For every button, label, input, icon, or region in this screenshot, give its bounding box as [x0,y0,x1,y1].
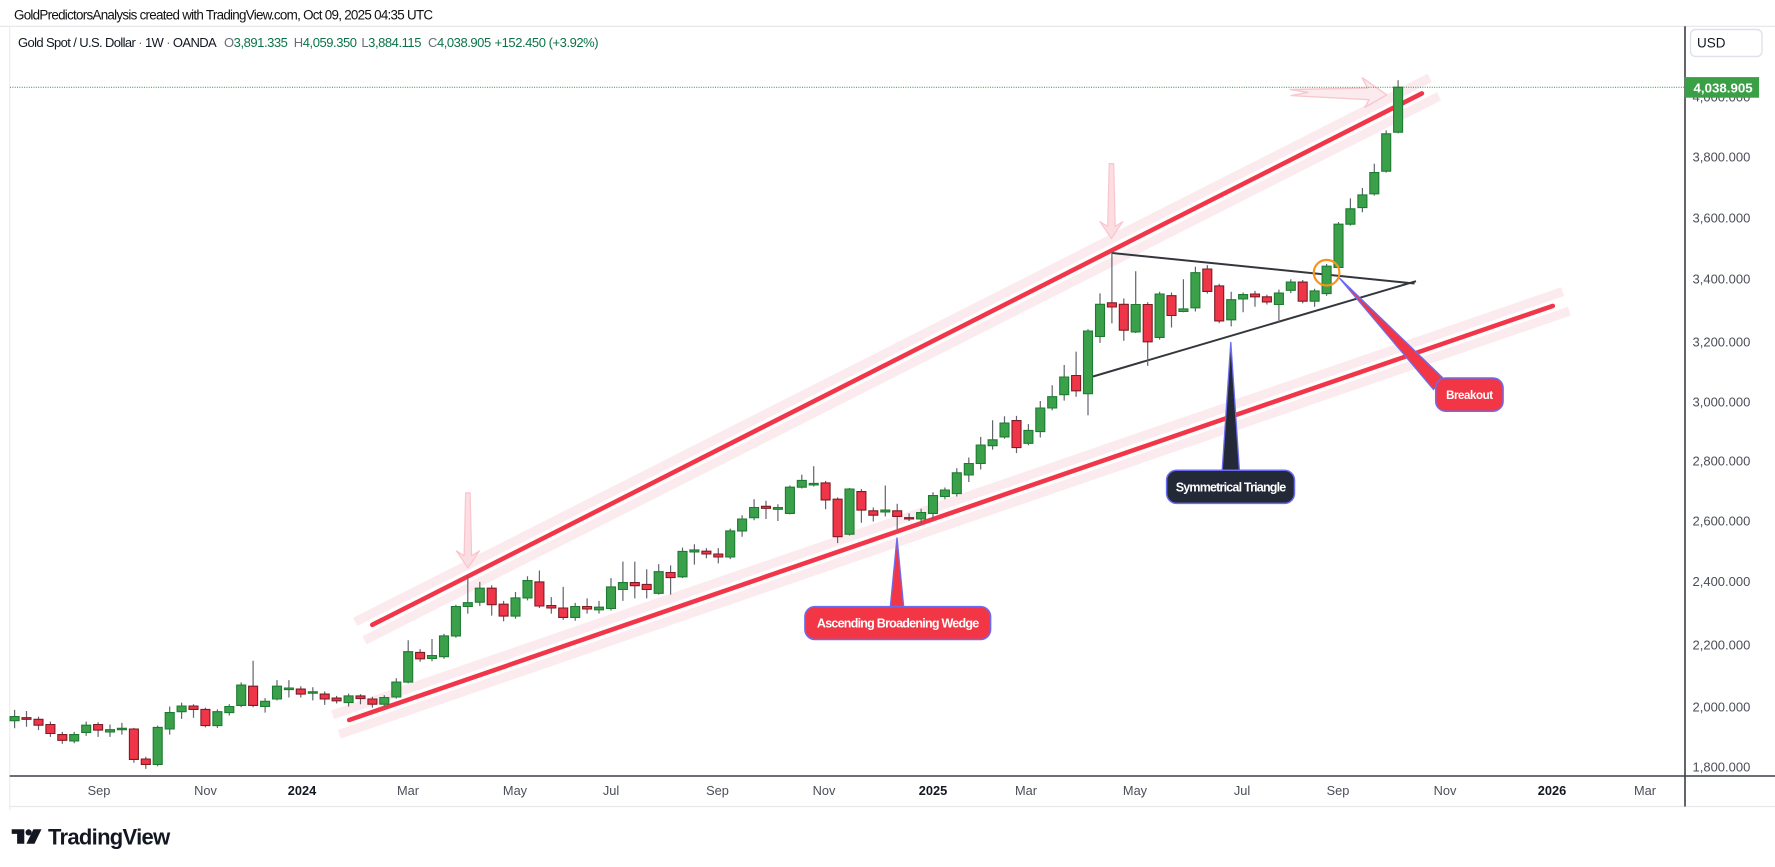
svg-text:2,600.000: 2,600.000 [1693,514,1751,529]
svg-text:TradingView: TradingView [48,825,171,850]
svg-text:Nov: Nov [194,783,217,798]
svg-text:Gold Spot / U.S. Dollar · 1W ·: Gold Spot / U.S. Dollar · 1W · OANDA [18,35,217,50]
svg-text:3,600.000: 3,600.000 [1693,211,1751,226]
svg-text:Ascending Broadening Wedge: Ascending Broadening Wedge [817,616,979,630]
svg-text:3,200.000: 3,200.000 [1693,335,1751,350]
svg-text:USD: USD [1697,36,1726,51]
svg-text:Mar: Mar [397,783,420,798]
svg-text:Jul: Jul [603,783,619,798]
svg-text:GoldPredictorsAnalysis created: GoldPredictorsAnalysis created with Trad… [14,8,433,23]
svg-text:Nov: Nov [1434,783,1457,798]
svg-text:Mar: Mar [1015,783,1038,798]
svg-text:H4,059.350: H4,059.350 [294,35,357,50]
svg-text:4,038.905: 4,038.905 [1694,80,1754,95]
svg-text:May: May [503,783,528,798]
svg-text:Jul: Jul [1234,783,1250,798]
svg-text:L3,884.115: L3,884.115 [361,35,421,50]
svg-text:2024: 2024 [288,783,317,798]
svg-text:3,000.000: 3,000.000 [1693,395,1751,410]
svg-text:2,200.000: 2,200.000 [1693,638,1751,653]
svg-text:Nov: Nov [813,783,836,798]
svg-text:Sep: Sep [706,783,729,798]
svg-text:Symmetrical Triangle: Symmetrical Triangle [1176,481,1287,495]
svg-text:+152.450 (+3.92%): +152.450 (+3.92%) [495,35,599,50]
svg-text:Sep: Sep [1327,783,1350,798]
svg-text:2,400.000: 2,400.000 [1693,574,1751,589]
svg-text:3,400.000: 3,400.000 [1693,272,1751,287]
svg-text:Sep: Sep [88,783,111,798]
svg-text:Breakout: Breakout [1446,390,1493,402]
svg-text:2026: 2026 [1538,783,1566,798]
svg-text:1,800.000: 1,800.000 [1693,760,1751,775]
svg-text:2,800.000: 2,800.000 [1693,454,1751,469]
svg-text:3,800.000: 3,800.000 [1693,150,1751,165]
svg-text:2,000.000: 2,000.000 [1693,700,1751,715]
svg-text:Mar: Mar [1634,783,1657,798]
svg-text:2025: 2025 [919,783,947,798]
svg-text:C4,038.905: C4,038.905 [428,35,491,50]
svg-text:May: May [1123,783,1148,798]
svg-text:O3,891.335: O3,891.335 [224,35,288,50]
